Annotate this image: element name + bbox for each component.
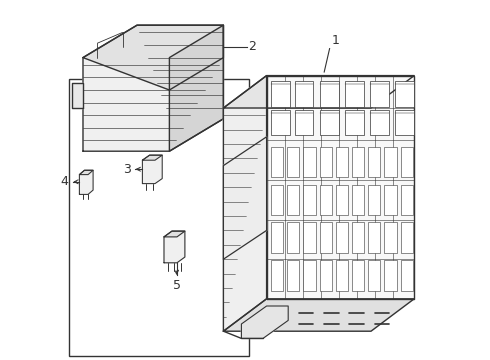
Bar: [400, 185, 413, 215]
Polygon shape: [223, 299, 414, 331]
Polygon shape: [83, 25, 223, 90]
Bar: [287, 147, 299, 177]
Bar: [370, 81, 389, 107]
Bar: [303, 222, 316, 253]
Bar: [384, 260, 396, 291]
Bar: [400, 222, 413, 253]
Bar: [69, 79, 248, 356]
Bar: [271, 81, 290, 107]
Bar: [370, 110, 389, 135]
Bar: [287, 222, 299, 253]
Bar: [320, 81, 339, 107]
Text: 3: 3: [123, 163, 131, 176]
Bar: [336, 222, 348, 253]
Text: 2: 2: [248, 40, 256, 53]
Bar: [336, 185, 348, 215]
Bar: [384, 185, 396, 215]
Bar: [368, 147, 380, 177]
Bar: [345, 110, 364, 135]
Polygon shape: [223, 76, 267, 331]
Bar: [303, 147, 316, 177]
Bar: [352, 185, 364, 215]
Polygon shape: [79, 170, 93, 194]
Bar: [271, 260, 283, 291]
Bar: [400, 260, 413, 291]
Bar: [303, 185, 316, 215]
Polygon shape: [79, 170, 93, 175]
Bar: [319, 147, 332, 177]
Bar: [271, 147, 283, 177]
Bar: [294, 110, 314, 135]
Bar: [352, 222, 364, 253]
Bar: [287, 185, 299, 215]
Text: 1: 1: [331, 34, 339, 47]
Bar: [384, 222, 396, 253]
Bar: [319, 222, 332, 253]
Bar: [368, 260, 380, 291]
Polygon shape: [83, 25, 223, 151]
Polygon shape: [242, 306, 288, 338]
Text: 5: 5: [172, 279, 181, 292]
Bar: [368, 222, 380, 253]
Bar: [352, 147, 364, 177]
Bar: [303, 260, 316, 291]
Polygon shape: [223, 137, 267, 259]
Bar: [271, 110, 290, 135]
Bar: [271, 222, 283, 253]
Polygon shape: [143, 155, 162, 184]
Bar: [287, 260, 299, 291]
Polygon shape: [164, 231, 185, 263]
Bar: [368, 185, 380, 215]
Bar: [384, 147, 396, 177]
Polygon shape: [164, 231, 185, 237]
Polygon shape: [223, 76, 414, 108]
Bar: [320, 110, 339, 135]
Bar: [319, 260, 332, 291]
Bar: [319, 185, 332, 215]
Bar: [400, 147, 413, 177]
Polygon shape: [267, 76, 414, 299]
Bar: [395, 110, 414, 135]
Bar: [294, 81, 314, 107]
Bar: [336, 260, 348, 291]
Bar: [345, 81, 364, 107]
Polygon shape: [72, 83, 83, 108]
Bar: [352, 260, 364, 291]
Polygon shape: [143, 155, 162, 160]
Polygon shape: [170, 25, 223, 151]
Bar: [271, 185, 283, 215]
Text: 4: 4: [61, 175, 69, 188]
Bar: [336, 147, 348, 177]
Bar: [395, 81, 414, 107]
